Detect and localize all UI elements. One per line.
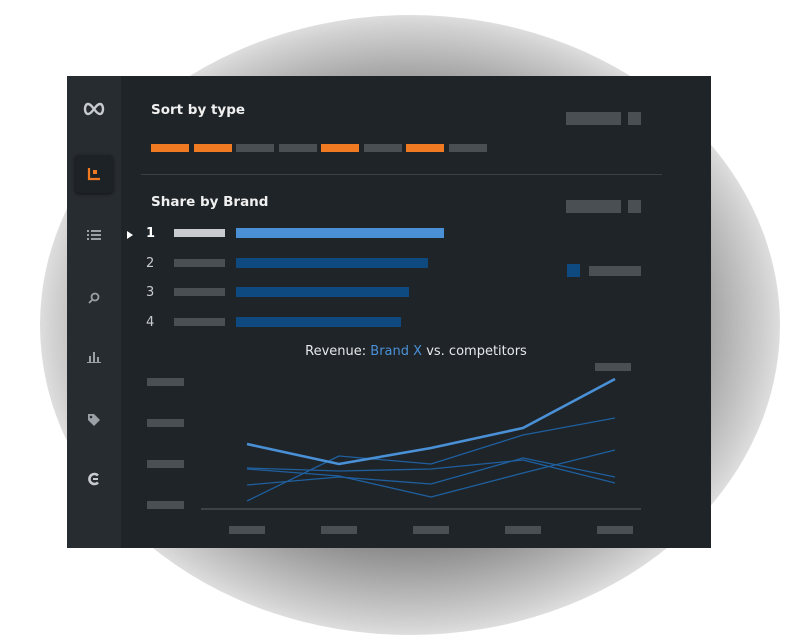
y-tick-label-placeholder [147,378,184,386]
y-tick-label-placeholder [147,460,184,468]
brand-share-bar [236,257,429,268]
corner-chart-icon [87,168,100,181]
placeholder-box [628,112,641,125]
brand-rank: 2 [146,255,155,271]
series-line-competitor [246,417,616,502]
placeholder-text [566,112,621,125]
section-divider [141,174,662,175]
type-segment[interactable] [321,144,359,152]
legend-label-placeholder [589,266,641,276]
tag-icon [88,414,100,426]
x-tick-label-placeholder [505,526,541,534]
type-segment[interactable] [236,144,274,152]
type-segment[interactable] [363,144,402,152]
chart-value-placeholder [595,363,631,371]
brand-share-bar [236,228,444,238]
series-line-brand-x [246,377,616,466]
type-segment[interactable] [193,144,232,152]
chart-title-prefix: Revenue: [305,344,371,359]
brand-share-bar [236,316,402,327]
placeholder-text [566,200,621,213]
revenue-chart-title: Revenue: Brand X vs. competitors [121,344,711,359]
sidebar-item-tags[interactable] [75,401,113,439]
selected-row-marker [127,231,133,239]
x-tick-label-placeholder [597,526,633,534]
series-line-competitor [246,459,616,484]
series-line-competitor [246,449,616,498]
type-segment[interactable] [151,144,189,152]
brand-name-placeholder [174,317,225,326]
brand-name-placeholder [174,229,225,237]
c-logo-icon [88,472,99,486]
bar-chart-icon [87,352,101,363]
sort-by-type-title: Sort by type [151,102,246,118]
sidebar-item-overview[interactable] [75,155,113,193]
search-icon [88,292,100,304]
y-tick-label-placeholder [147,419,184,427]
x-tick-label-placeholder [413,526,449,534]
placeholder-box [628,200,641,213]
revenue-line-chart [147,363,641,534]
legend-swatch [567,264,580,277]
brand-name-placeholder [174,258,225,267]
brand-share-bar [236,287,409,297]
sidebar-item-search[interactable] [75,279,113,317]
chart-title-brand: Brand X [370,344,423,359]
brand-rank: 4 [146,314,155,330]
dashboard-window: Sort by type Share by Brand 1 2 3 4 Revenue… [67,76,711,548]
series-line-competitor [246,457,616,486]
sidebar-item-brand[interactable] [75,460,113,498]
x-tick-label-placeholder [229,526,265,534]
brand-name-placeholder [174,288,225,296]
type-segment[interactable] [406,144,444,152]
y-tick-label-placeholder [147,501,184,509]
infinity-icon [83,102,105,116]
sidebar [67,76,121,548]
sidebar-item-list[interactable] [75,216,113,254]
brand-rank: 3 [146,285,155,300]
brand-rank: 1 [146,226,156,241]
chart-title-suffix: vs. competitors [422,344,527,359]
sidebar-item-stats[interactable] [75,338,113,376]
sidebar-item-home[interactable] [75,90,113,128]
type-segment[interactable] [448,144,487,152]
x-tick-label-placeholder [321,526,357,534]
main-content: Sort by type Share by Brand 1 2 3 4 Revenue… [121,76,711,548]
share-by-brand-title: Share by Brand [151,194,269,210]
type-segment[interactable] [278,144,317,152]
list-icon [87,230,101,240]
